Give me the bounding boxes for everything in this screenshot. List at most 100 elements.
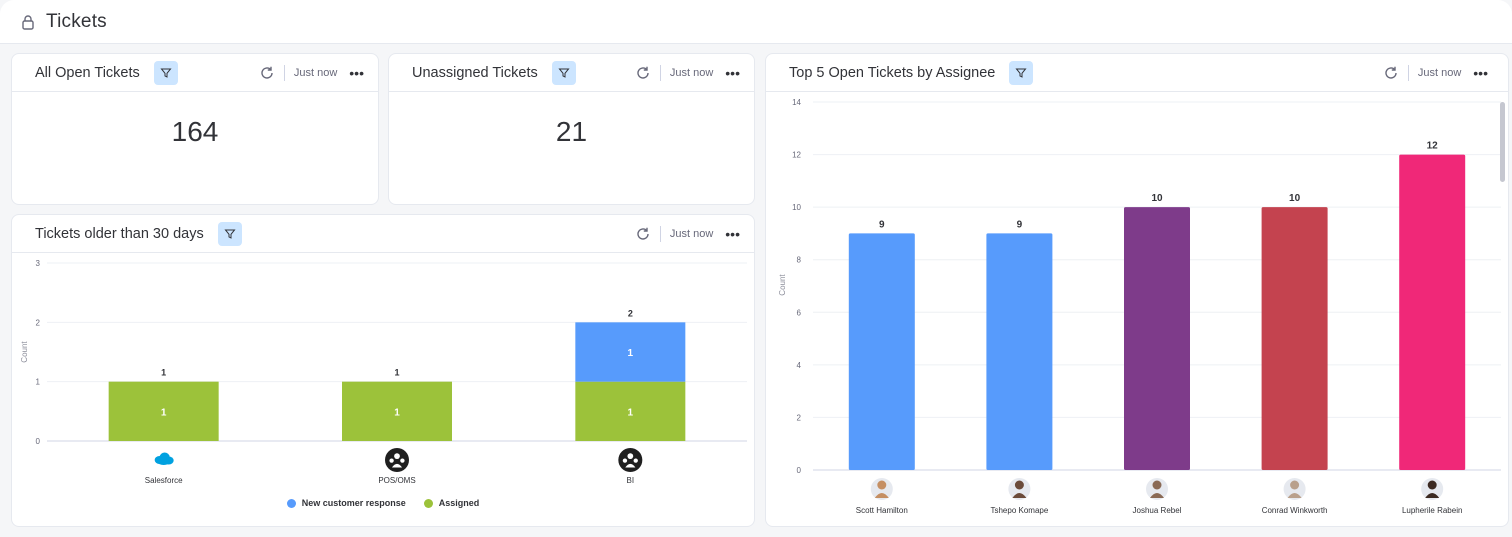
filter-button[interactable]: [217, 221, 242, 246]
widget-header: All Open Tickets Just now •••: [12, 54, 378, 92]
group-icon-head: [633, 458, 638, 463]
widget-title: All Open Tickets: [35, 64, 140, 81]
avatar: [1146, 478, 1168, 500]
filter-button[interactable]: [153, 60, 178, 85]
avatar-head: [1427, 480, 1437, 490]
y-tick-label: 12: [792, 151, 801, 160]
divider: [659, 226, 661, 242]
bar-value-label: 9: [879, 219, 885, 230]
y-tick-label: 3: [36, 259, 41, 268]
older-tickets-chart: 0 1 2 3 Count 1 1 Salesforce 1 1 POS/OMS 1 1 2 BI: [20, 259, 747, 485]
refresh-icon[interactable]: [1383, 65, 1399, 81]
widget-unassigned-tickets: Unassigned Tickets Just now ••• 21: [388, 53, 755, 205]
legend-item-assigned[interactable]: Assigned: [423, 498, 479, 508]
widget-header: Unassigned Tickets Just now •••: [389, 54, 754, 92]
y-tick-label: 2: [797, 413, 802, 422]
last-updated: Just now: [293, 67, 338, 79]
avatar-head: [877, 480, 887, 490]
bar-value-label: 12: [1427, 141, 1439, 152]
group-icon-head: [627, 453, 634, 460]
more-options-icon[interactable]: •••: [725, 226, 740, 242]
avatar: [1283, 478, 1306, 500]
x-tick-label: Scott Hamilton: [856, 506, 908, 515]
y-tick-label: 0: [36, 437, 41, 446]
filter-icon: [1015, 68, 1027, 78]
refresh-icon[interactable]: [259, 65, 275, 81]
page-title: Tickets: [46, 10, 107, 32]
avatar-body: [1425, 493, 1440, 498]
group-icon-bg: [385, 448, 409, 472]
legend-dot: [286, 498, 296, 508]
bar-total-label: 1: [161, 368, 166, 378]
more-options-icon[interactable]: •••: [725, 65, 740, 81]
last-updated: Just now: [669, 228, 714, 240]
widget-title: Unassigned Tickets: [412, 64, 538, 81]
dashboard-header: Tickets: [0, 0, 1512, 44]
legend-item-new-customer-response[interactable]: New customer response: [286, 498, 406, 508]
y-axis-label: Count: [778, 274, 787, 296]
bar-value-label: 10: [1289, 193, 1301, 204]
x-tick-label: Joshua Rebel: [1133, 506, 1182, 515]
bar-value-label: 1: [161, 407, 167, 418]
avatar-body: [874, 493, 889, 498]
filter-icon: [160, 68, 172, 78]
filter-button[interactable]: [1009, 60, 1034, 85]
bar-value-label: 1: [394, 407, 400, 418]
cloud-part: [157, 459, 170, 465]
y-tick-label: 10: [792, 203, 801, 212]
bar-value-label: 1: [628, 348, 634, 359]
top5-assignee-chart: 0 2 4 6 8 10 12 14 Count 9 Scott Hamilton 9 Tshepo K…: [778, 98, 1501, 515]
y-tick-label: 8: [797, 256, 802, 265]
bar: [1261, 207, 1328, 470]
widget-actions: Just now •••: [259, 54, 364, 92]
y-axis-label: Count: [20, 341, 29, 363]
ticket-count: 164: [171, 116, 219, 147]
group-icon-head: [622, 458, 628, 463]
filter-icon: [224, 229, 236, 239]
more-options-icon[interactable]: •••: [349, 65, 364, 81]
group-icon-head: [394, 453, 400, 460]
ticket-count: 21: [555, 116, 588, 147]
bar-segment: [342, 381, 452, 441]
widget-tickets-older-than-30-days: Tickets older than 30 days Just now ••• …: [11, 214, 755, 527]
widget-actions: Just now •••: [635, 54, 740, 92]
scrollbar[interactable]: [1500, 102, 1505, 182]
avatar-body: [1012, 493, 1027, 498]
group-icon-head: [400, 458, 405, 463]
widget-title: Top 5 Open Tickets by Assignee: [789, 64, 996, 81]
x-tick-label: Lupherile Rabein: [1402, 506, 1463, 515]
x-tick-label: POS/OMS: [378, 476, 415, 485]
avatar-body: [1150, 493, 1164, 498]
x-tick-label: BI: [627, 476, 635, 485]
refresh-icon[interactable]: [635, 226, 651, 242]
widget-header: Tickets older than 30 days Just now •••: [12, 215, 754, 253]
divider: [1407, 65, 1409, 81]
legend-dot: [423, 498, 433, 508]
group-icon-body: [391, 463, 403, 468]
y-tick-label: 2: [36, 318, 41, 327]
group-icon-head: [389, 458, 394, 463]
more-options-icon[interactable]: •••: [1473, 65, 1488, 81]
lock-icon: [22, 14, 34, 30]
filter-button[interactable]: [551, 60, 576, 85]
bar-total-label: 2: [628, 308, 633, 318]
bar-value-label: 10: [1151, 193, 1163, 204]
salesforce-logo-icon: [154, 452, 174, 465]
bar-segment: [575, 322, 686, 382]
widget-title: Tickets older than 30 days: [35, 225, 204, 242]
last-updated: Just now: [669, 67, 714, 79]
avatar-head: [1152, 480, 1162, 490]
widget-header: Top 5 Open Tickets by Assignee Just now …: [766, 54, 1508, 92]
widget-actions: Just now •••: [635, 215, 740, 253]
bar-segment: [108, 381, 219, 441]
y-tick-label: 0: [797, 466, 802, 475]
legend-label: New customer response: [301, 498, 406, 508]
y-tick-label: 14: [792, 98, 801, 107]
bar: [1399, 154, 1466, 471]
x-tick-label: Conrad Winkworth: [1262, 506, 1328, 515]
bar-segment: [575, 381, 686, 441]
bar-value-label: 1: [628, 407, 634, 418]
avatar-head: [1014, 480, 1024, 490]
refresh-icon[interactable]: [635, 65, 651, 81]
